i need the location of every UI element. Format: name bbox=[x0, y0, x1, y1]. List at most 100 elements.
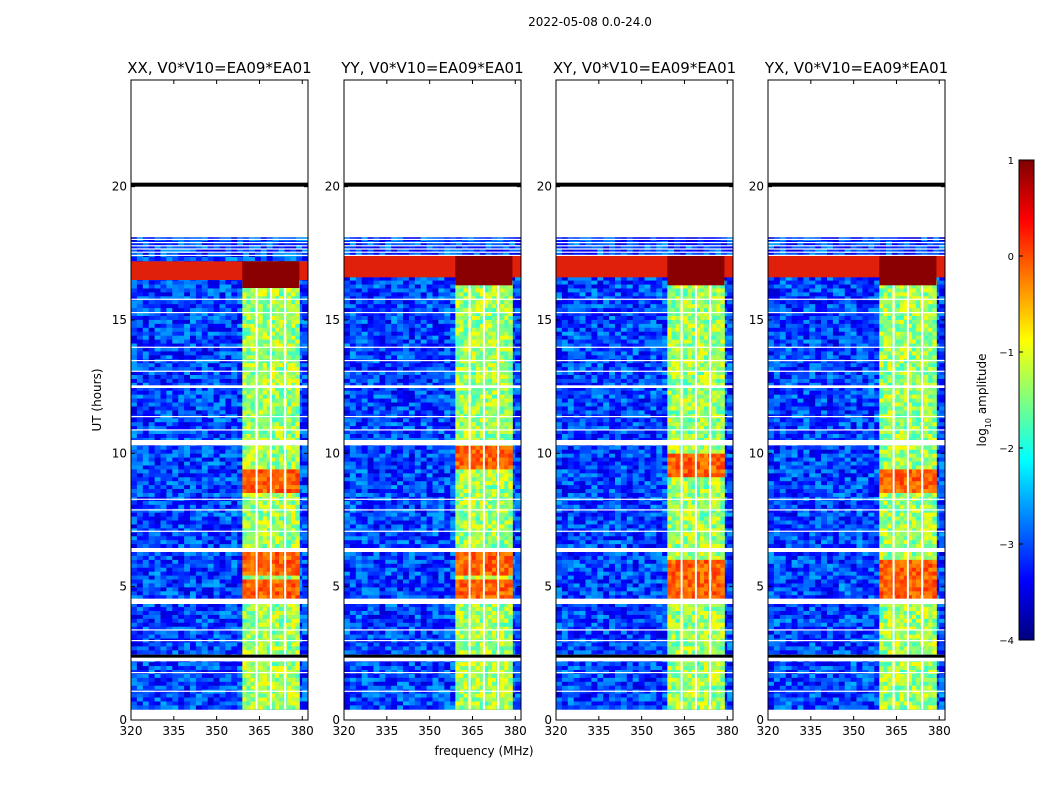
noise-cell bbox=[160, 485, 167, 490]
noise-cell bbox=[160, 662, 167, 667]
noise-cell bbox=[219, 382, 226, 388]
band-cell bbox=[274, 300, 280, 305]
noise-cell bbox=[213, 430, 220, 435]
band-cell bbox=[258, 312, 264, 317]
band-cell bbox=[266, 335, 272, 340]
noise-cell bbox=[213, 603, 220, 608]
band-cell bbox=[262, 390, 268, 396]
noise-cell bbox=[201, 284, 209, 289]
noise-cell bbox=[136, 571, 144, 576]
noise-cell bbox=[160, 296, 167, 301]
noise-cell bbox=[302, 449, 308, 455]
noise-cell bbox=[237, 339, 244, 344]
noise-cell bbox=[213, 630, 220, 635]
noise-cell bbox=[148, 308, 155, 313]
band-cell bbox=[287, 453, 292, 458]
noise-cell bbox=[142, 563, 150, 569]
band-cell bbox=[274, 308, 280, 313]
noise-cell bbox=[302, 335, 308, 340]
noise-cell bbox=[190, 583, 197, 588]
noise-cell bbox=[154, 705, 161, 710]
noise-cell bbox=[136, 701, 144, 706]
band-cell bbox=[246, 524, 251, 529]
noise-cell bbox=[184, 355, 191, 360]
band-cell bbox=[287, 642, 292, 647]
band-cell bbox=[274, 390, 280, 396]
noise-cell bbox=[136, 378, 144, 384]
noise-cell bbox=[225, 382, 232, 388]
band-cell bbox=[246, 394, 251, 399]
band-cell bbox=[274, 618, 280, 624]
noise-cell bbox=[160, 453, 167, 458]
noise-cell bbox=[219, 343, 226, 348]
noise-cell bbox=[231, 257, 238, 262]
band-cell bbox=[291, 375, 296, 380]
band-cell bbox=[279, 469, 284, 474]
band-cell bbox=[295, 465, 300, 470]
noise-cell bbox=[225, 611, 232, 616]
noise-cell bbox=[231, 516, 238, 521]
noise-cell bbox=[178, 347, 185, 352]
band-cell bbox=[287, 555, 292, 561]
band-cell bbox=[262, 449, 268, 455]
band-cell bbox=[291, 327, 296, 333]
band-cell bbox=[242, 312, 247, 317]
noise-cell bbox=[160, 595, 167, 600]
noise-cell bbox=[219, 367, 226, 372]
band-cell bbox=[250, 300, 255, 305]
noise-cell bbox=[131, 241, 138, 246]
noise-cell bbox=[172, 563, 179, 569]
noise-cell bbox=[219, 697, 226, 702]
band-cell bbox=[287, 481, 292, 486]
band-cell bbox=[246, 552, 251, 557]
noise-cell bbox=[302, 524, 308, 529]
noise-cell bbox=[160, 449, 167, 455]
band-cell bbox=[287, 434, 292, 439]
band-cell bbox=[270, 394, 276, 399]
noise-cell bbox=[237, 528, 244, 533]
noise-cell bbox=[237, 622, 244, 628]
noise-cell bbox=[213, 375, 220, 380]
band-cell bbox=[274, 453, 280, 458]
band-cell bbox=[270, 461, 276, 466]
noise-cell bbox=[154, 630, 161, 635]
noise-cell bbox=[278, 249, 285, 254]
noise-cell bbox=[195, 552, 203, 557]
band-cell bbox=[258, 292, 264, 297]
band-cell bbox=[242, 504, 247, 510]
band-cell bbox=[250, 327, 255, 333]
noise-cell bbox=[142, 587, 150, 592]
noise-cell bbox=[302, 520, 308, 525]
noise-cell bbox=[190, 300, 197, 305]
noise-cell bbox=[207, 386, 214, 392]
band-cell bbox=[270, 528, 276, 533]
band-cell bbox=[295, 559, 300, 565]
noise-cell bbox=[178, 453, 185, 458]
noise-cell bbox=[172, 453, 179, 458]
noise-cell bbox=[213, 583, 220, 588]
band-cell bbox=[270, 402, 276, 407]
band-cell bbox=[266, 445, 272, 451]
band-cell bbox=[270, 426, 276, 431]
noise-cell bbox=[302, 579, 308, 584]
noise-cell bbox=[148, 312, 155, 317]
noise-cell bbox=[201, 363, 209, 368]
noise-cell bbox=[131, 622, 138, 628]
noise-cell bbox=[225, 540, 232, 545]
band-cell bbox=[242, 611, 247, 616]
noise-cell bbox=[225, 398, 232, 403]
noise-cell bbox=[136, 705, 144, 710]
band-cell bbox=[274, 666, 280, 671]
noise-cell bbox=[154, 662, 161, 667]
noise-cell bbox=[213, 536, 220, 541]
noise-cell bbox=[195, 508, 203, 514]
noise-cell bbox=[166, 614, 173, 620]
band-cell bbox=[266, 540, 272, 545]
noise-cell bbox=[148, 355, 155, 360]
band-cell bbox=[295, 614, 300, 620]
noise-cell bbox=[184, 241, 191, 246]
noise-cell bbox=[172, 673, 179, 679]
noise-cell bbox=[231, 304, 238, 309]
band-cell bbox=[266, 426, 272, 431]
noise-cell bbox=[178, 331, 185, 337]
